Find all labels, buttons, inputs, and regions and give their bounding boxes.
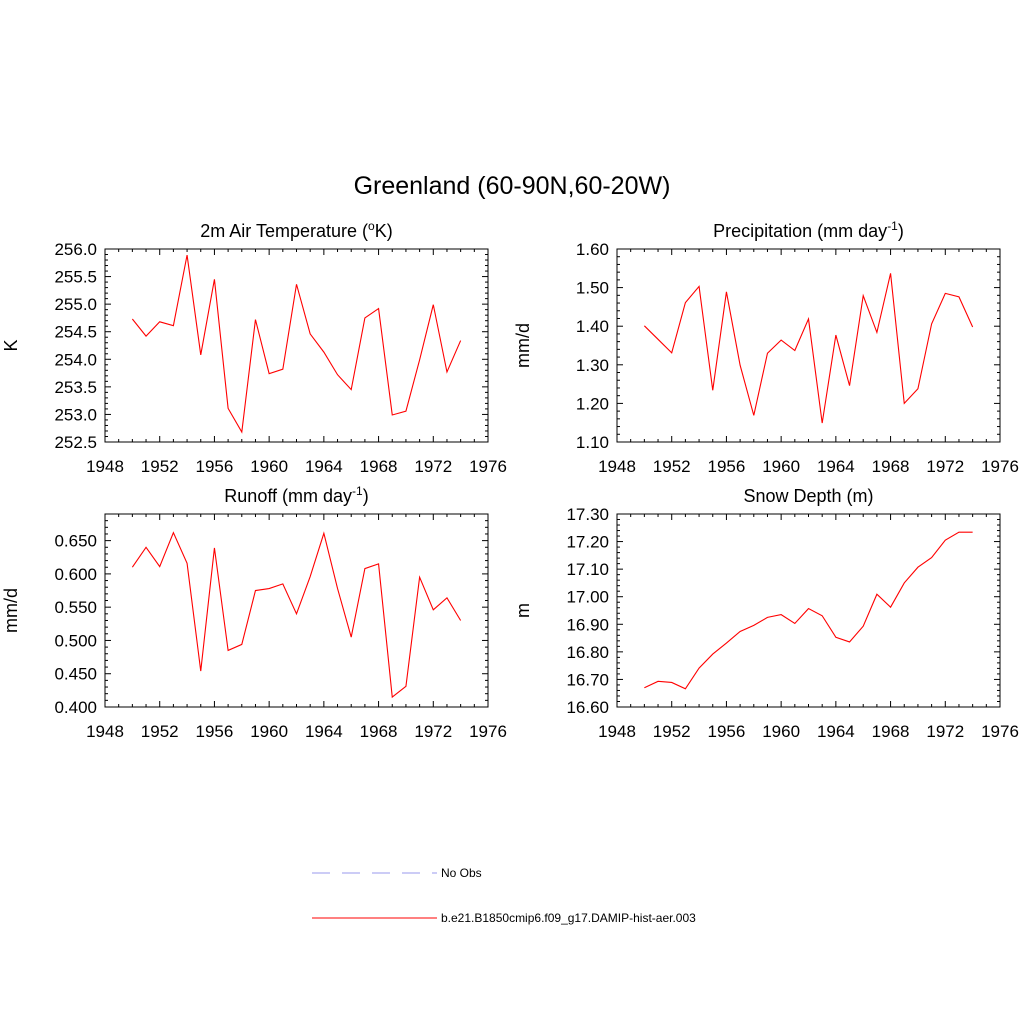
air-temperature-xtick-label: 1964 [305, 457, 343, 476]
precipitation-plot-frame [616, 248, 1001, 443]
snow-depth-xtick-label: 1948 [598, 722, 636, 741]
runoff-ylabel: mm/d [1, 588, 21, 633]
runoff-xtick-label: 1972 [414, 722, 452, 741]
snow-depth-ytick-label: 16.90 [566, 615, 609, 634]
air-temperature-title: 2m Air Temperature (oK) [200, 219, 392, 241]
runoff-plot-frame [104, 513, 489, 708]
air-temperature-ytick-label: 254.5 [54, 323, 97, 342]
precipitation-panel: Precipitation (mm day-1) 1948 1952 1956 1960… [513, 219, 1019, 476]
snow-depth-ytick-label: 16.80 [566, 643, 609, 662]
runoff-title-text: Runoff (mm day [224, 486, 352, 506]
air-temperature-series-line [131, 254, 462, 434]
panels: 2m Air Temperature (oK)1948 1952 1956 1960 1… [1, 219, 1019, 741]
air-temperature-plot-frame [104, 248, 489, 443]
legend-label-no-obs: No Obs [441, 866, 482, 880]
air-temperature-xtick-label: 1952 [141, 457, 179, 476]
runoff-title-text-end: ) [363, 486, 369, 506]
air-temperature-ytick-label: 252.5 [54, 433, 97, 452]
figure-title: Greenland (60-90N,60-20W) [354, 172, 671, 200]
precipitation-ytick-label: 1.60 [576, 240, 609, 259]
snow-depth-ylabel: m [513, 603, 533, 618]
snow-depth-xtick-label: 1964 [817, 722, 855, 741]
air-temperature-panel: 2m Air Temperature (oK) 1948 1952 1956 1960 1… [1, 219, 507, 476]
snow-depth-xtick-label: 1952 [653, 722, 691, 741]
air-temperature-title-text: 2m Air Temperature ( [200, 221, 368, 241]
air-temperature-xtick-label: 1968 [360, 457, 398, 476]
snow-depth-ytick-label: 17.10 [566, 560, 609, 579]
precipitation-xtick-label: 1968 [872, 457, 910, 476]
precipitation-xtick-label: 1976 [981, 457, 1019, 476]
precipitation-ytick-label: 1.50 [576, 279, 609, 298]
snow-depth-xtick-label: 1960 [762, 722, 800, 741]
air-temperature-xtick-label: 1948 [86, 457, 124, 476]
runoff-title-superscript: -1 [352, 484, 363, 498]
air-temperature-title-text-end: K) [375, 221, 393, 241]
snow-depth-ytick-label: 17.30 [566, 505, 609, 524]
snow-depth-ytick-label: 17.00 [566, 588, 609, 607]
precipitation-ytick-label: 1.40 [576, 317, 609, 336]
air-temperature-ytick-label: 255.5 [54, 268, 97, 287]
precipitation-ytick-label: 1.10 [576, 433, 609, 452]
air-temperature-ylabel: K [1, 339, 21, 351]
precipitation-title-text-end: ) [898, 221, 904, 241]
runoff-series-line [131, 531, 462, 699]
runoff-ytick-label: 0.500 [54, 631, 97, 650]
runoff-xtick-label: 1952 [141, 722, 179, 741]
air-temperature-xtick-label: 1976 [469, 457, 507, 476]
legend-label-model: b.e21.B1850cmip6.f09_g17.DAMIP-hist-aer.… [441, 911, 696, 925]
snow-depth-xtick-label: 1968 [872, 722, 910, 741]
precipitation-series-line [643, 273, 974, 424]
precipitation-xtick-label: 1972 [926, 457, 964, 476]
runoff-xtick-label: 1968 [360, 722, 398, 741]
runoff-xtick-label: 1948 [86, 722, 124, 741]
runoff-xtick-label: 1976 [469, 722, 507, 741]
air-temperature-ytick-label: 254.0 [54, 350, 97, 369]
runoff-ytick-label: 0.450 [54, 665, 97, 684]
precipitation-xtick-label: 1948 [598, 457, 636, 476]
snow-depth-xtick-label: 1956 [708, 722, 746, 741]
air-temperature-xtick-label: 1960 [250, 457, 288, 476]
snow-depth-ytick-label: 16.60 [566, 698, 609, 717]
snow-depth-ytick-label: 16.70 [566, 670, 609, 689]
air-temperature-ytick-label: 255.0 [54, 295, 97, 314]
precipitation-xtick-label: 1964 [817, 457, 855, 476]
precipitation-title-text: Precipitation (mm day [713, 221, 887, 241]
precipitation-ytick-label: 1.20 [576, 394, 609, 413]
snow-depth-xtick-label: 1976 [981, 722, 1019, 741]
precipitation-ylabel: mm/d [513, 323, 533, 368]
air-temperature-ytick-label: 253.5 [54, 378, 97, 397]
precipitation-xtick-label: 1952 [653, 457, 691, 476]
snow-depth-panel: Snow Depth (m) 1948 1952 1956 1960 1964 1968 19… [513, 486, 1019, 741]
runoff-xtick-label: 1964 [305, 722, 343, 741]
air-temperature-xtick-label: 1956 [196, 457, 234, 476]
runoff-ytick-label: 0.650 [54, 532, 97, 551]
snow-depth-ytick-label: 17.20 [566, 533, 609, 552]
snow-depth-series-line [644, 531, 973, 690]
air-temperature-ytick-label: 256.0 [54, 240, 97, 259]
precipitation-title-superscript: -1 [887, 219, 898, 233]
air-temperature-ytick-label: 253.0 [54, 405, 97, 424]
runoff-ytick-label: 0.550 [54, 598, 97, 617]
air-temperature-xtick-label: 1972 [414, 457, 452, 476]
runoff-ytick-label: 0.400 [54, 698, 97, 717]
precipitation-xtick-label: 1960 [762, 457, 800, 476]
runoff-ytick-label: 0.600 [54, 565, 97, 584]
precipitation-ytick-label: 1.30 [576, 356, 609, 375]
precipitation-xtick-label: 1956 [708, 457, 746, 476]
runoff-panel: Runoff (mm day-1) 1948 1952 1956 1960 1964 196… [1, 484, 507, 741]
precipitation-title: Precipitation (mm day-1) [713, 219, 904, 241]
snow-depth-xtick-label: 1972 [926, 722, 964, 741]
runoff-xtick-label: 1956 [196, 722, 234, 741]
air-temperature-title-superscript: o [368, 219, 375, 233]
legend: No Obs b.e21.B1850cmip6.f09_g17.DAMIP-his… [312, 866, 696, 925]
snow-depth-title-text: Snow Depth (m) [743, 486, 873, 506]
snow-depth-title: Snow Depth (m) [743, 486, 873, 506]
runoff-xtick-label: 1960 [250, 722, 288, 741]
runoff-title: Runoff (mm day-1) [224, 484, 368, 506]
